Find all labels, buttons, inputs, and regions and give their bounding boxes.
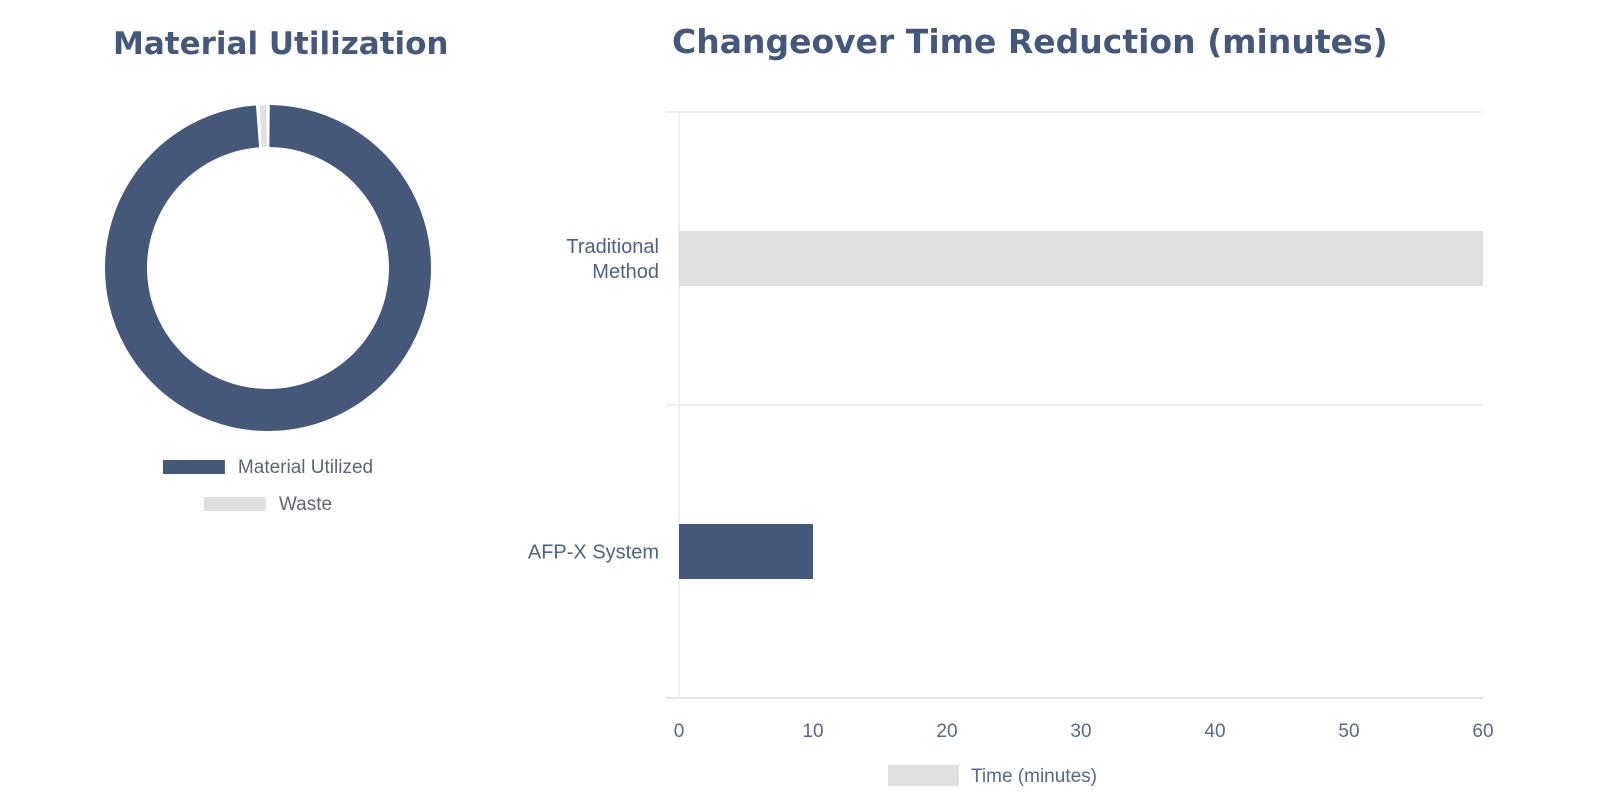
category-label-afp-x-system: AFP-X System	[528, 542, 659, 564]
legend-label-material-utilized: Material Utilized	[238, 457, 373, 478]
bar-afp-x-system	[679, 524, 813, 579]
bar-traditional-method	[679, 231, 1483, 286]
material-utilization-donut-chart: Material Utilized Waste	[104, 105, 432, 515]
material-utilization-title: Material Utilization	[113, 26, 449, 62]
x-tick-label: 40	[1204, 721, 1225, 742]
x-tick-label: 60	[1472, 721, 1493, 742]
legend-label-waste: Waste	[279, 494, 332, 515]
donut-slice-waste	[259, 105, 267, 148]
legend-label-time-minutes: Time (minutes)	[971, 766, 1097, 787]
changeover-time-title: Changeover Time Reduction (minutes)	[672, 22, 1388, 61]
x-tick-label: 10	[802, 721, 823, 742]
legend-item-waste: Waste	[203, 494, 332, 515]
legend-swatch-waste	[203, 497, 266, 511]
legend-item-material-utilized: Material Utilized	[162, 457, 373, 478]
x-tick-label: 20	[936, 721, 957, 742]
x-tick-label: 50	[1338, 721, 1359, 742]
donut-slice-material-utilized	[104, 105, 432, 432]
legend-swatch-material-utilized	[162, 460, 225, 474]
legend-item-time-minutes: Time (minutes)	[888, 765, 1097, 787]
category-label-traditional-method: Traditional Method	[566, 236, 659, 283]
x-tick-label: 0	[674, 721, 685, 742]
x-tick-label: 30	[1070, 721, 1091, 742]
legend-swatch-time-minutes	[888, 765, 959, 786]
